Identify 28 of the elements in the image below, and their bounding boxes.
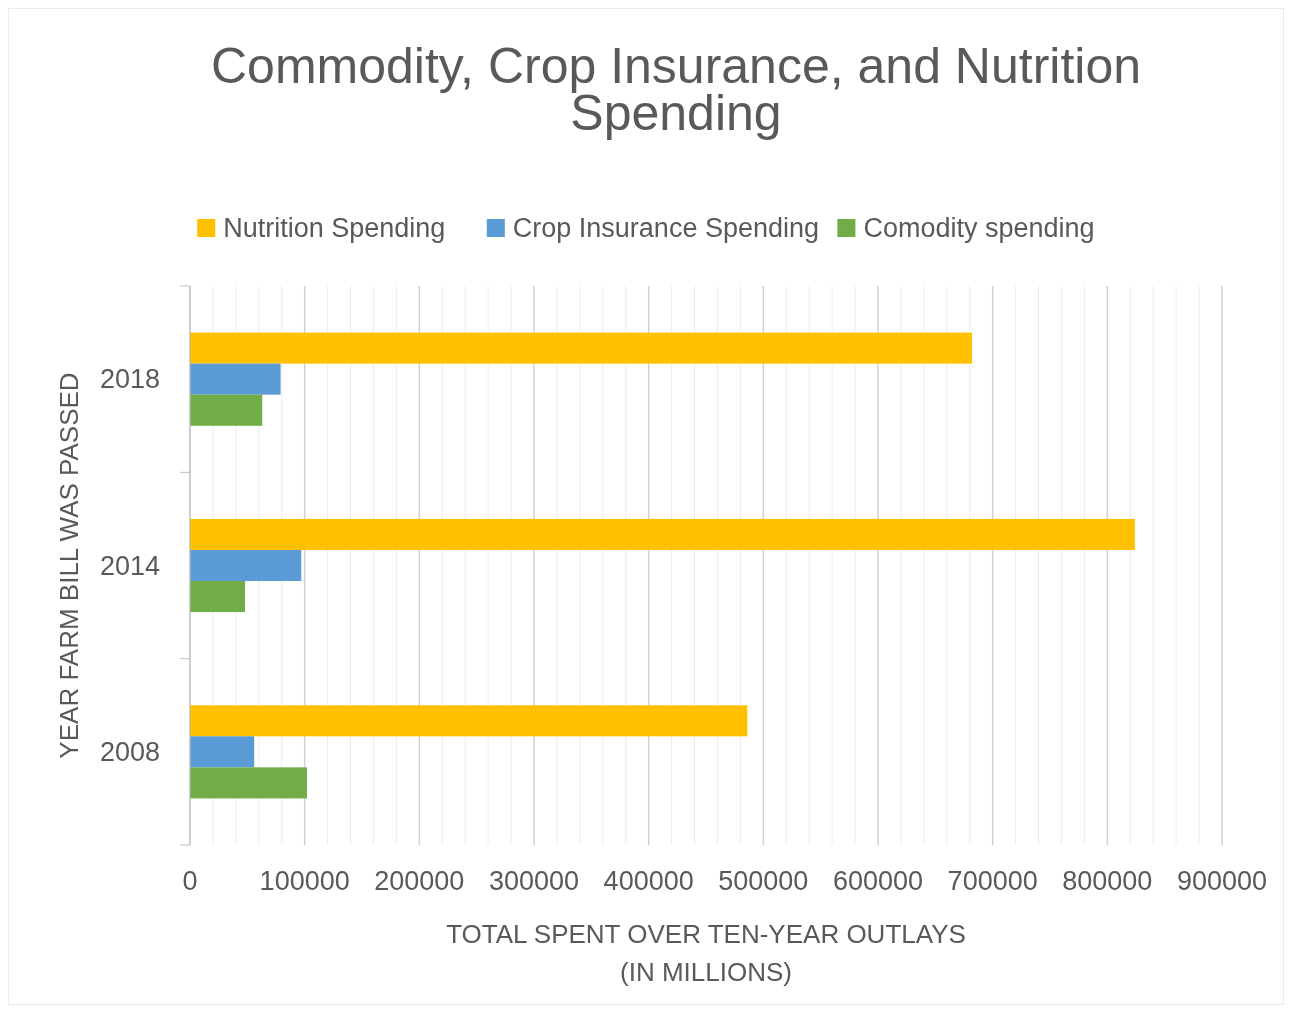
- y-tick-label: 2008: [99, 736, 160, 767]
- bar: [190, 581, 246, 613]
- legend-label: Nutrition Spending: [223, 213, 446, 243]
- x-tick-label: 600000: [832, 866, 924, 896]
- x-tick-label: 500000: [718, 866, 809, 896]
- bar: [190, 767, 307, 799]
- x-tick-label: 900000: [1176, 866, 1268, 896]
- x-tick-label: 400000: [603, 866, 694, 896]
- x-tick-label: 700000: [947, 866, 1038, 896]
- y-tick-label: 2014: [99, 550, 160, 581]
- x-tick-label: 200000: [374, 866, 465, 896]
- x-tick-label: 300000: [488, 866, 580, 896]
- x-tick-label: 0: [182, 866, 198, 896]
- legend-label: Comodity spending: [863, 213, 1095, 243]
- y-axis-title: YEAR FARM BILL WAS PASSED: [54, 372, 84, 759]
- x-tick-label: 100000: [259, 866, 350, 896]
- legend-label: Crop Insurance Spending: [512, 213, 819, 243]
- bar: [190, 736, 255, 768]
- bar: [190, 518, 1135, 550]
- bar: [190, 363, 281, 395]
- bar: [190, 332, 973, 364]
- bar: [190, 549, 302, 582]
- x-tick-label: 800000: [1062, 866, 1153, 896]
- chart-title: Commodity, Crop Insurance, and Nutrition Spending: [210, 38, 1142, 141]
- x-axis-title: TOTAL SPENT OVER TEN-YEAR OUTLAYS (IN MILLIONS): [446, 919, 966, 987]
- bar: [190, 394, 263, 426]
- y-tick-label: 2018: [99, 364, 160, 395]
- bar: [190, 705, 748, 737]
